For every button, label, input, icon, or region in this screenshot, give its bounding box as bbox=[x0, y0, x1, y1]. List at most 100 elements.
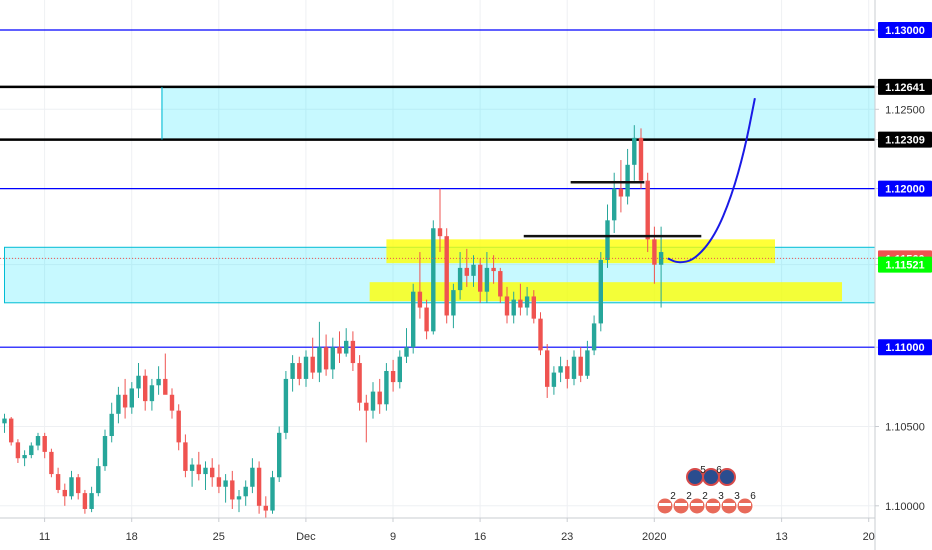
candle-31 bbox=[210, 458, 215, 487]
candle-body-39 bbox=[263, 505, 268, 511]
y-axis[interactable]: 1.13000 1.12641 1.12500 1.12309 1.12000 1.115… bbox=[874, 0, 932, 550]
candle-body-63 bbox=[424, 307, 429, 332]
candle-66 bbox=[444, 228, 449, 324]
candle-50 bbox=[337, 331, 342, 364]
flag-stripe bbox=[659, 503, 671, 506]
candle-body-70 bbox=[471, 264, 476, 276]
candle-0 bbox=[2, 413, 7, 433]
y-tick-7: 1.11000 bbox=[875, 339, 932, 356]
candle-77 bbox=[518, 283, 523, 316]
zone-3 bbox=[369, 282, 842, 302]
candle-67 bbox=[451, 283, 456, 329]
candle-body-2 bbox=[15, 442, 21, 459]
flag-stripe bbox=[707, 503, 719, 506]
candle-60 bbox=[404, 328, 409, 364]
candle-body-54 bbox=[364, 402, 369, 411]
candle-body-5 bbox=[35, 436, 41, 446]
candle-body-79 bbox=[531, 296, 536, 319]
candle-5 bbox=[35, 432, 41, 451]
candle-body-83 bbox=[558, 366, 563, 373]
x-tick-label: Dec bbox=[296, 531, 316, 543]
annotations bbox=[0, 98, 875, 264]
candle-body-96 bbox=[645, 180, 650, 240]
event-marker-bottom-5[interactable] bbox=[736, 497, 754, 515]
candle-body-26 bbox=[176, 410, 181, 443]
y-tick-8: 1.10500 bbox=[875, 422, 925, 434]
candle-16 bbox=[109, 402, 114, 443]
event-marker-top-2[interactable] bbox=[718, 468, 736, 486]
candle-95 bbox=[638, 128, 644, 189]
candle-body-97 bbox=[652, 239, 657, 265]
candle-23 bbox=[156, 366, 161, 395]
candle-55 bbox=[370, 382, 376, 419]
price-badge-label: 1.11000 bbox=[885, 342, 924, 354]
candle-98 bbox=[658, 226, 664, 308]
flag-stripe bbox=[675, 503, 687, 506]
price-badge-label: 1.11521 bbox=[885, 260, 924, 272]
event-marker-count: 3 bbox=[734, 491, 740, 502]
event-markers[interactable]: 5 62 2 2 3 3 6 bbox=[656, 465, 756, 515]
candle-80 bbox=[538, 312, 543, 356]
x-tick-label: 16 bbox=[474, 531, 486, 543]
candle-body-69 bbox=[464, 267, 469, 276]
candle-19 bbox=[129, 382, 134, 414]
candle-59 bbox=[397, 350, 402, 389]
candle-body-80 bbox=[538, 318, 543, 351]
candle-body-13 bbox=[89, 493, 94, 509]
candle-42 bbox=[283, 370, 289, 440]
candle-body-40 bbox=[270, 477, 275, 511]
candle-18 bbox=[122, 378, 128, 419]
zones bbox=[4, 86, 876, 304]
candle-body-87 bbox=[585, 350, 590, 376]
price-badge-label: 1.13000 bbox=[885, 25, 925, 37]
candle-56 bbox=[377, 378, 382, 414]
candle-body-29 bbox=[196, 464, 201, 475]
candle-92 bbox=[618, 160, 624, 213]
candle-12 bbox=[82, 489, 88, 514]
x-axis-background bbox=[0, 518, 932, 550]
candle-body-62 bbox=[417, 291, 423, 308]
x-tick-label: 23 bbox=[561, 531, 573, 543]
candle-94 bbox=[632, 125, 637, 181]
candle-body-60 bbox=[404, 347, 409, 357]
candle-96 bbox=[645, 172, 650, 253]
y-tick-4: 1.12000 bbox=[875, 180, 932, 197]
candle-body-67 bbox=[451, 290, 456, 316]
candle-body-71 bbox=[478, 264, 483, 292]
x-axis[interactable]: 11 18 25 Dec 9 16 23 2020 13 20 bbox=[0, 517, 932, 550]
candle-84 bbox=[565, 359, 570, 389]
candle-body-49 bbox=[330, 347, 335, 370]
candle-body-31 bbox=[210, 467, 215, 478]
candle-body-55 bbox=[370, 391, 376, 411]
candle-body-19 bbox=[129, 388, 134, 408]
candle-body-18 bbox=[122, 394, 128, 408]
candle-4 bbox=[29, 442, 34, 459]
candle-body-93 bbox=[625, 164, 630, 197]
candle-87 bbox=[585, 340, 590, 379]
candle-46 bbox=[310, 337, 315, 379]
candle-10 bbox=[69, 470, 74, 500]
candle-body-98 bbox=[658, 252, 664, 265]
candle-13 bbox=[89, 486, 94, 513]
price-badge-label: 1.12309 bbox=[885, 135, 925, 147]
candle-body-78 bbox=[524, 296, 530, 308]
x-tick-label: 20 bbox=[863, 531, 875, 543]
y-tick-0: 1.13000 bbox=[875, 22, 932, 38]
candle-6 bbox=[42, 432, 47, 459]
candles bbox=[2, 125, 664, 522]
candle-36 bbox=[243, 480, 248, 506]
candle-body-76 bbox=[511, 299, 516, 316]
candle-body-66 bbox=[444, 236, 449, 316]
candle-body-50 bbox=[337, 347, 342, 354]
candle-body-92 bbox=[618, 188, 624, 197]
candle-45 bbox=[303, 350, 309, 387]
candle-89 bbox=[598, 252, 603, 332]
zone-0 bbox=[161, 86, 876, 141]
event-marker-count: 6 bbox=[750, 491, 756, 502]
candle-body-22 bbox=[149, 385, 155, 402]
candle-27 bbox=[183, 434, 188, 478]
y-tick-3: 1.12309 bbox=[875, 131, 932, 148]
x-tick-label: 11 bbox=[39, 531, 50, 543]
zone-2 bbox=[386, 239, 775, 264]
